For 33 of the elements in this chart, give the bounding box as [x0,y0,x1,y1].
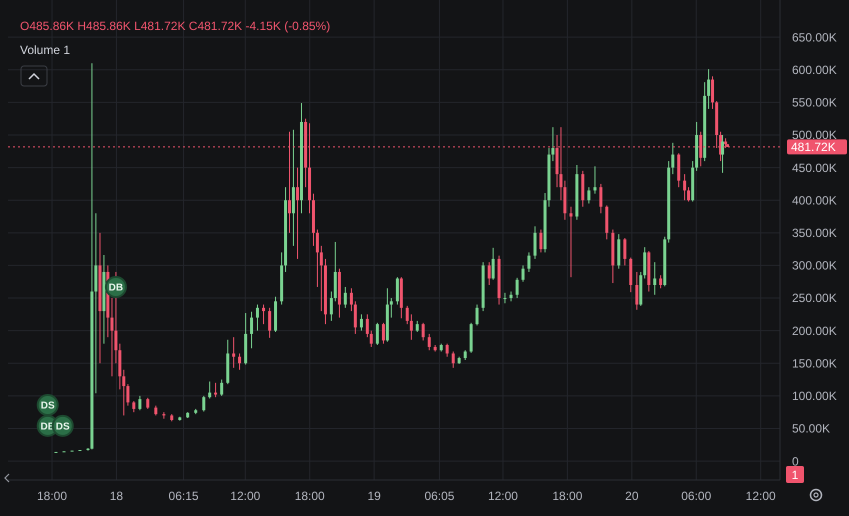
y-tick-label: 400.00K [792,193,837,208]
y-tick-label: 300.00K [792,258,837,273]
y-tick-label: 650.00K [792,30,837,44]
y-tick-label: 50.00K [792,422,830,436]
x-tick-label: 06:15 [168,489,199,503]
y-tick-label: 350.00K [792,226,837,240]
x-tick-label: 18:00 [37,489,68,503]
x-tick-label: 18 [110,489,124,503]
y-tick-label: 150.00K [792,356,837,370]
y-tick-label: 500.00K [792,128,837,142]
y-tick-label: 550.00K [792,96,837,110]
x-tick-label: 06:05 [424,489,455,503]
y-tick-label: 450.00K [792,160,837,175]
annotation: Volume 1 [20,43,70,57]
ref-line-label: 481.72K [791,140,836,154]
text: 1 [792,468,799,482]
x-tick-label: 20 [625,489,639,503]
annotation: DS [40,400,55,412]
text: O485.86K H485.86K L481.72K C481.72K -4.15K (-0.85%) [20,19,330,33]
annotation: DB [108,282,124,294]
x-tick-label: 19 [367,489,382,503]
x-tick-label: 18:00 [294,489,326,503]
y-tick-label: 100.00K [792,389,837,404]
y-tick-label: 200.00K [792,324,837,338]
y-tick-label: 0 [792,454,799,468]
x-tick-label: 18:00 [552,489,583,503]
y-tick-label: 250.00K [792,291,837,306]
x-tick-label: 12:00 [488,489,518,503]
x-tick-label: 12:00 [230,489,261,503]
x-tick-label: 12:00 [746,489,776,503]
annotation: DS [56,421,70,432]
x-tick-label: 06:00 [681,489,712,503]
y-tick-label: 600.00K [792,62,837,77]
